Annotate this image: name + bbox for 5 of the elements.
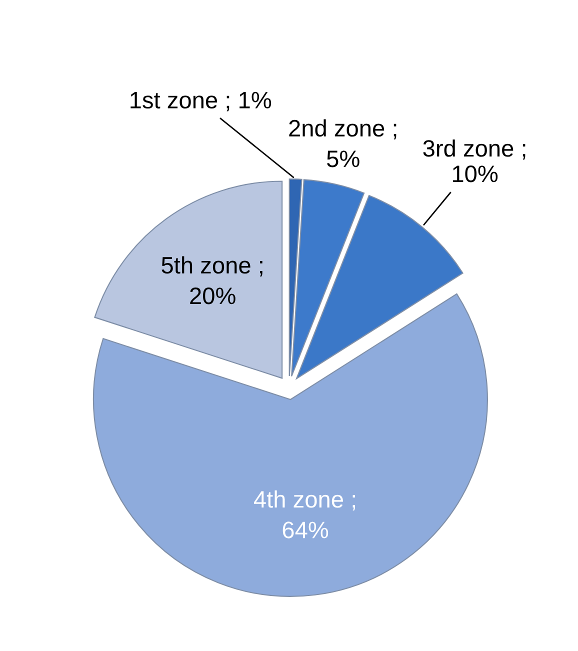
slice-label: 4th zone ; 64%: [254, 490, 356, 538]
slice-label: 2nd zone ; 5%: [289, 119, 396, 168]
slice-label: 1st zone ; 1%: [130, 92, 272, 112]
slice-label: 3rd zone ; 10%: [423, 139, 526, 182]
slice-label: 5th zone ; 20%: [162, 256, 262, 304]
